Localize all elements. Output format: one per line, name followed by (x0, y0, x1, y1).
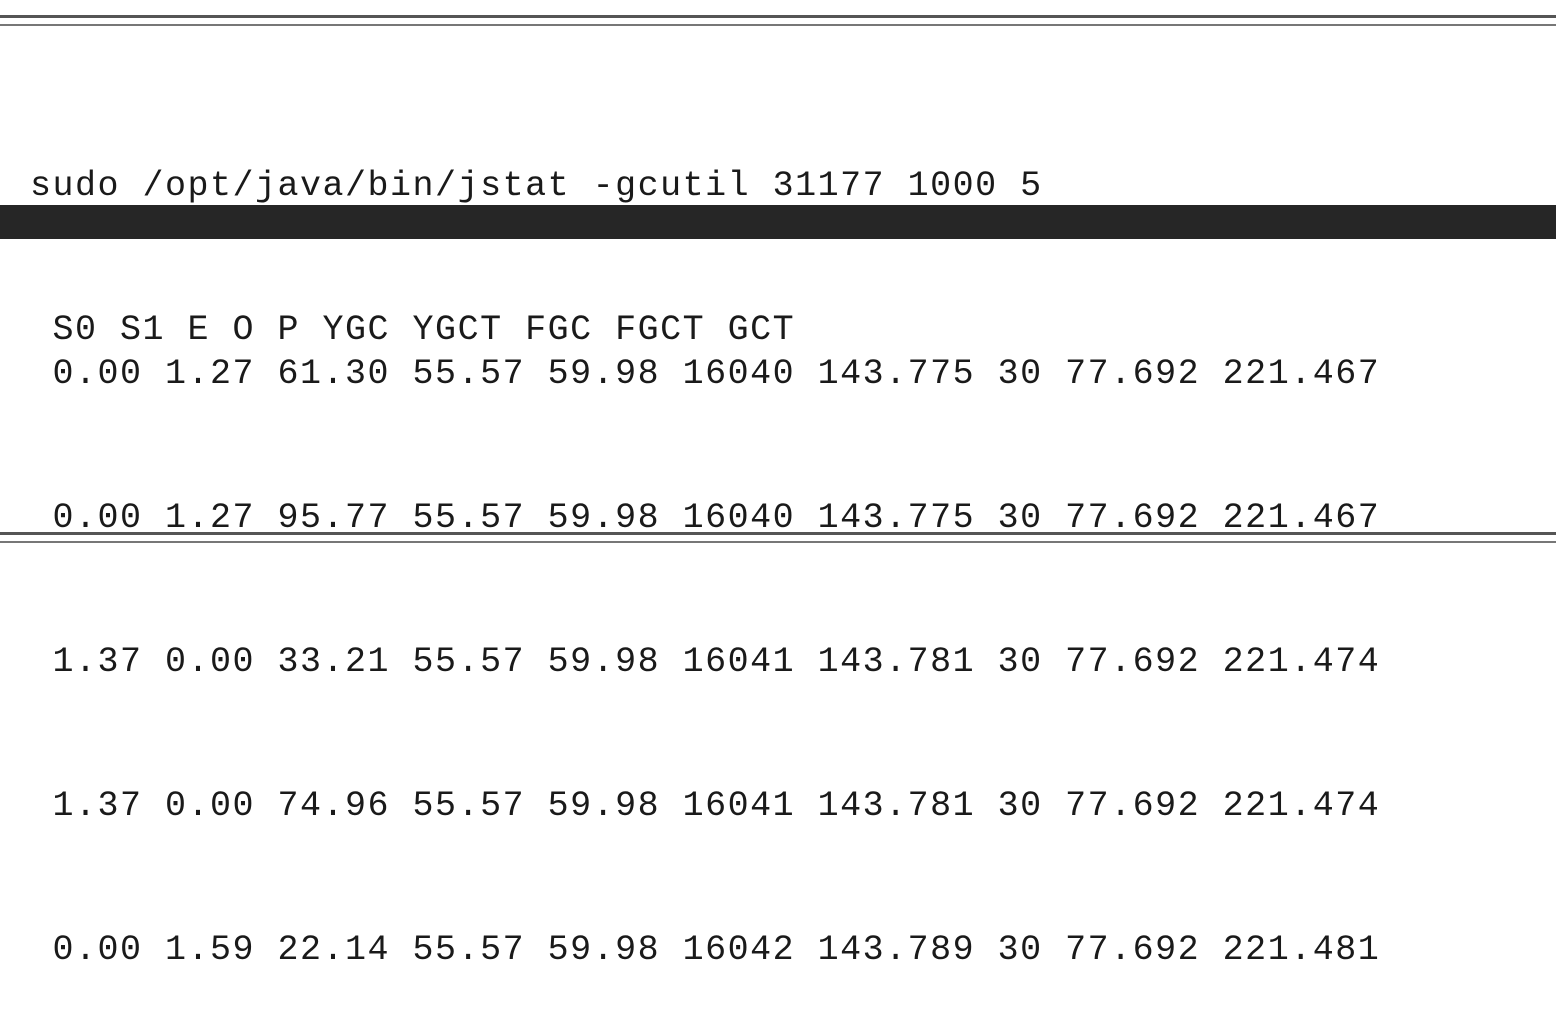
output-row: 0.00 1.59 22.14 55.57 59.98 16042 143.78… (30, 930, 1381, 970)
top-border-rule-inner (0, 24, 1556, 26)
command-block: sudo /opt/java/bin/jstat -gcutil 31177 1… (30, 66, 1043, 402)
separator-band (0, 205, 1556, 239)
output-row: 0.00 1.27 61.30 55.57 59.98 16040 143.77… (30, 354, 1381, 394)
output-row: 0.00 1.27 95.77 55.57 59.98 16040 143.77… (30, 498, 1381, 538)
bottom-border-rule-inner (0, 541, 1556, 543)
output-row: 1.37 0.00 33.21 55.57 59.98 16041 143.78… (30, 642, 1381, 682)
top-border-rule (0, 15, 1556, 18)
column-header-line: S0 S1 E O P YGC YGCT FGC FGCT GCT (30, 310, 796, 350)
bottom-border-rule (0, 532, 1556, 535)
output-block: 0.00 1.27 61.30 55.57 59.98 16040 143.77… (30, 254, 1380, 1022)
output-row: 1.37 0.00 74.96 55.57 59.98 16041 143.78… (30, 786, 1381, 826)
command-line: sudo /opt/java/bin/jstat -gcutil 31177 1… (30, 166, 1043, 206)
